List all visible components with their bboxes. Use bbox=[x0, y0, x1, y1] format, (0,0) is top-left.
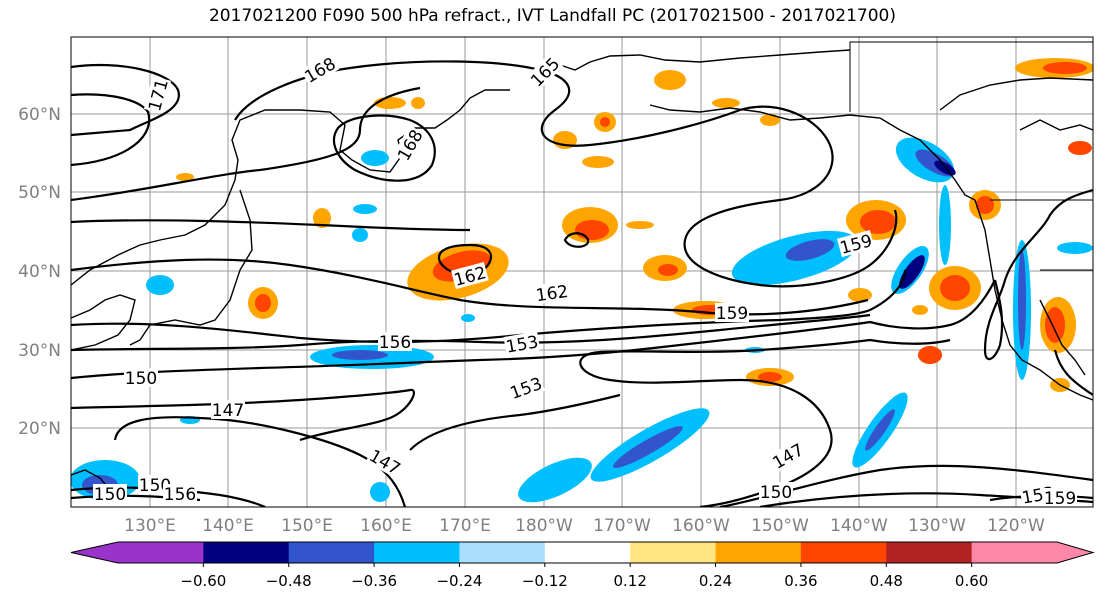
contour-label: 156 bbox=[379, 333, 411, 353]
colorbar-swatch bbox=[715, 542, 802, 563]
longitude-labels: 130°E 140°E 150°E 160°E 170°E 180°W 170°W 160°W… bbox=[124, 516, 1045, 536]
colorbar-tick-label: 0.12 bbox=[613, 572, 646, 590]
lon-label: 120°W bbox=[987, 516, 1045, 536]
colorbar-swatch bbox=[374, 542, 460, 563]
colorbar-swatch bbox=[800, 542, 887, 563]
contour-label-bg bbox=[768, 438, 808, 473]
colorbar-swatch bbox=[971, 542, 1058, 563]
contour-label-bg bbox=[378, 332, 412, 351]
contour-label-bg bbox=[533, 280, 571, 305]
lon-label: 130°W bbox=[908, 516, 966, 536]
contour-label-bg bbox=[506, 372, 546, 403]
contour-label-bg bbox=[124, 368, 158, 387]
contour-label-bg bbox=[715, 303, 749, 322]
contour-label-bg bbox=[450, 261, 489, 290]
colorbar-extend-left bbox=[71, 542, 118, 563]
contour-label: 162 bbox=[535, 282, 570, 306]
colorbar-outline bbox=[70, 541, 1095, 564]
colorbar-tick-label: −0.12 bbox=[522, 572, 568, 590]
contour-label-bg bbox=[300, 52, 340, 87]
colorbar-tick-label: −0.60 bbox=[180, 572, 226, 590]
contour-label: 150 bbox=[94, 485, 126, 505]
contour-label-bg bbox=[759, 482, 793, 501]
colorbar-tick-label: −0.36 bbox=[351, 572, 397, 590]
colorbar-swatch bbox=[886, 542, 973, 563]
contour-label-bg bbox=[392, 125, 427, 165]
colorbar-swatch bbox=[118, 542, 204, 563]
contour-label-bg bbox=[143, 75, 172, 114]
contour-label-bg bbox=[211, 400, 245, 419]
colorbar-swatch bbox=[544, 542, 631, 563]
colorbar-tick-label: −0.24 bbox=[436, 572, 482, 590]
lon-label: 150°W bbox=[751, 516, 809, 536]
colorbar-extend-right bbox=[1057, 542, 1093, 563]
map-title: 2017021200 F090 500 hPa refract., IVT La… bbox=[208, 6, 896, 26]
contour-label-bg bbox=[525, 52, 564, 91]
contour-label-bg bbox=[503, 331, 541, 356]
colorbar-tick-label: 0.48 bbox=[870, 572, 903, 590]
contour-label-bg bbox=[836, 229, 875, 258]
lat-label: 20°N bbox=[18, 419, 61, 439]
contour-label-bg bbox=[93, 484, 127, 503]
contour-label: 150 bbox=[125, 369, 157, 389]
lon-label: 180°W bbox=[515, 516, 573, 536]
colorbar-swatch bbox=[288, 542, 375, 563]
lon-label: 130°E bbox=[124, 516, 176, 536]
colorbar-tick-label: −0.48 bbox=[266, 572, 312, 590]
lon-label: 170°E bbox=[439, 516, 491, 536]
colorbar-swatch bbox=[459, 542, 546, 563]
lon-label: 160°E bbox=[360, 516, 412, 536]
lon-label: 140°E bbox=[202, 516, 254, 536]
lon-label: 140°W bbox=[830, 516, 888, 536]
colorbar-swatch bbox=[630, 542, 717, 563]
coastlines bbox=[71, 49, 1093, 501]
lon-label: 150°E bbox=[281, 516, 333, 536]
borders bbox=[849, 41, 1093, 271]
lon-label: 170°W bbox=[593, 516, 651, 536]
contour-label: 159 bbox=[716, 304, 748, 324]
contour-label: 156 bbox=[164, 485, 196, 505]
contour-label: 147 bbox=[212, 401, 244, 421]
height-contours bbox=[71, 60, 1093, 507]
lat-label: 40°N bbox=[18, 262, 61, 282]
contour-label: 159 bbox=[1044, 489, 1076, 509]
colorbar-tick-label: 0.60 bbox=[955, 572, 988, 590]
contour-label-bg bbox=[365, 444, 405, 479]
colorbar: −0.60 −0.48 −0.36 −0.24 −0.12 0.12 0.24 0.36 0.4… bbox=[70, 541, 1095, 590]
lat-label: 60°N bbox=[18, 105, 61, 125]
contour-label: 150 bbox=[760, 483, 792, 503]
map-frame bbox=[70, 36, 1094, 508]
latitude-labels: 60°N 50°N 40°N 30°N 20°N bbox=[18, 105, 61, 439]
colorbar-swatch bbox=[203, 542, 290, 563]
lat-label: 50°N bbox=[18, 183, 61, 203]
lat-label: 30°N bbox=[18, 341, 61, 361]
colorbar-tick-label: 0.36 bbox=[784, 572, 817, 590]
contour-label-bg bbox=[1043, 488, 1077, 507]
lon-label: 160°W bbox=[672, 516, 730, 536]
colorbar-tick-label: 0.24 bbox=[699, 572, 732, 590]
contour-label-bg bbox=[163, 484, 197, 503]
